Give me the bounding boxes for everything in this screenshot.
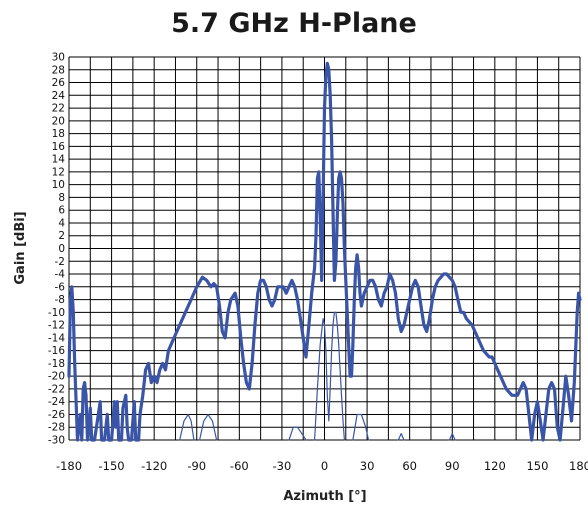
- x-tick-label: -120: [141, 459, 167, 473]
- x-tick-label: 180: [569, 459, 588, 473]
- chart-title: 5.7 GHz H-Plane: [171, 8, 417, 39]
- y-tick-label: -28: [48, 422, 65, 434]
- y-tick-label: -4: [55, 269, 66, 281]
- x-tick-label: 60: [402, 459, 417, 473]
- y-tick-label: 24: [52, 90, 66, 102]
- x-tick-label: -150: [99, 459, 125, 473]
- y-tick-label: 20: [52, 115, 65, 127]
- series-line-main: [67, 61, 582, 442]
- y-tick-labels: 302826242220181614121086420-2-4-6-8-10-1…: [48, 52, 65, 447]
- y-tick-label: -8: [55, 294, 65, 306]
- series-line-secondary: [179, 413, 195, 441]
- x-tick-label: 0: [321, 459, 328, 473]
- y-tick-label: 12: [52, 166, 65, 178]
- x-tick-label: -90: [187, 459, 206, 473]
- y-tick-label: 14: [52, 154, 66, 166]
- y-tick-label: -26: [48, 409, 65, 421]
- y-tick-label: -6: [55, 281, 66, 293]
- y-tick-label: -14: [48, 332, 65, 344]
- y-tick-label: 22: [52, 103, 65, 115]
- y-tick-label: -22: [48, 383, 65, 395]
- x-axis-title: Azimuth [°]: [283, 489, 366, 504]
- data-layer: [67, 61, 582, 442]
- y-tick-label: -18: [48, 358, 65, 370]
- y-tick-label: 4: [58, 217, 65, 229]
- y-tick-label: 26: [52, 77, 66, 89]
- series-line-secondary: [397, 433, 405, 441]
- x-tick-label: 120: [484, 459, 506, 473]
- series-line-secondary: [314, 311, 345, 441]
- y-tick-label: 30: [52, 52, 65, 64]
- x-tick-label: -60: [230, 459, 249, 473]
- y-tick-label: 10: [52, 179, 65, 191]
- series-line-secondary: [352, 413, 370, 441]
- series-line-secondary: [288, 426, 307, 441]
- y-tick-label: -2: [55, 256, 65, 268]
- x-tick-label: 150: [526, 459, 548, 473]
- x-tick-label: -180: [56, 459, 82, 473]
- y-tick-label: -20: [48, 371, 65, 383]
- x-tick-label: -30: [273, 459, 292, 473]
- y-axis-title: Gain [dBi]: [13, 211, 28, 284]
- y-tick-label: 0: [58, 243, 65, 255]
- x-tick-labels: -180 -150 -120 -90 -60 -30 0 30 60 90 120 150 180: [56, 459, 588, 473]
- y-tick-label: 6: [58, 205, 65, 217]
- y-tick-label: 8: [58, 192, 65, 204]
- y-tick-label: 16: [52, 141, 66, 153]
- y-tick-label: 28: [52, 64, 65, 76]
- series-line-secondary: [448, 433, 456, 441]
- y-tick-label: -10: [48, 307, 65, 319]
- y-tick-label: -30: [48, 435, 65, 447]
- x-tick-label: 90: [445, 459, 460, 473]
- x-tick-label: 30: [360, 459, 375, 473]
- y-tick-label: -24: [48, 396, 65, 408]
- y-tick-label: -12: [48, 320, 65, 332]
- y-tick-label: 2: [58, 230, 65, 242]
- y-tick-label: 18: [52, 128, 65, 140]
- series-line-secondary: [199, 413, 218, 441]
- y-tick-label: -16: [48, 345, 65, 357]
